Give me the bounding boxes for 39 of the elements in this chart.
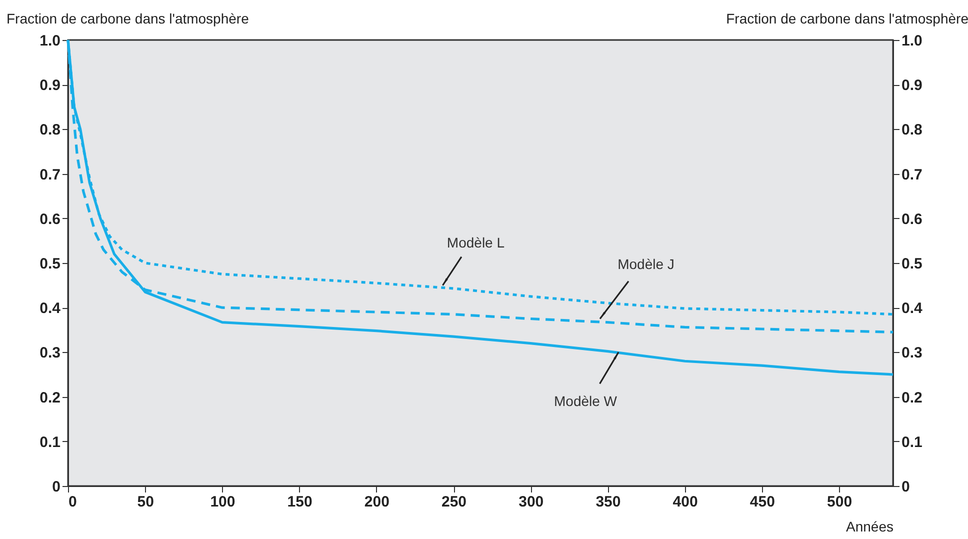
y2-tick-label: 0.1 — [902, 434, 922, 451]
annotation: Modèle L — [446, 234, 505, 250]
x-tick-label: 500 — [827, 494, 852, 510]
x-tick-label: 50 — [137, 494, 154, 510]
y-tick-label: 0.2 — [40, 389, 60, 406]
y2-tick-label: 0.5 — [902, 256, 922, 272]
y-tick-label: 0.8 — [40, 122, 60, 139]
y-axis-title: Fraction de carbone dans l'atmosphère — [6, 10, 250, 26]
y-tick-label: 1.0 — [40, 32, 60, 50]
y-tick-label: 0.6 — [40, 210, 60, 228]
y2-tick-label: 0 — [902, 478, 910, 496]
annotation: Modèle W — [554, 393, 618, 410]
y-tick-label: 0.4 — [40, 300, 62, 318]
y-tick-label: 0.7 — [40, 166, 60, 184]
x-tick-label: 250 — [442, 494, 467, 510]
x-tick-label: 400 — [672, 494, 698, 510]
x-axis-title: Années — [846, 518, 894, 534]
y2-tick-label: 0.8 — [902, 122, 922, 139]
y2-tick-label: 0.4 — [902, 300, 924, 318]
x-tick-label: 300 — [518, 494, 544, 510]
y-tick-label: 0.3 — [40, 344, 60, 362]
annotation: Modèle J — [618, 256, 674, 272]
y2-tick-label: 0.7 — [902, 166, 922, 184]
x-tick-label: 150 — [287, 494, 312, 510]
y-tick-label: 0 — [52, 478, 60, 496]
y2-tick-label: 0.2 — [902, 389, 922, 406]
y2-tick-label: 0.3 — [902, 344, 922, 362]
y-tick-label: 0.1 — [40, 434, 60, 451]
x-tick-label: 0 — [68, 494, 77, 510]
y-tick-label: 0.9 — [40, 77, 60, 94]
y-tick-label: 0.5 — [40, 256, 60, 272]
y2-tick-label: 1.0 — [902, 32, 922, 50]
y2-tick-label: 0.6 — [902, 210, 922, 228]
y2-axis-title: Fraction de carbone dans l'atmosphère — [726, 10, 968, 26]
x-tick-label: 200 — [364, 494, 390, 510]
x-tick-label: 100 — [210, 494, 236, 510]
y2-tick-label: 0.9 — [902, 77, 922, 94]
x-tick-label: 450 — [750, 494, 775, 510]
x-tick-label: 350 — [596, 494, 621, 510]
